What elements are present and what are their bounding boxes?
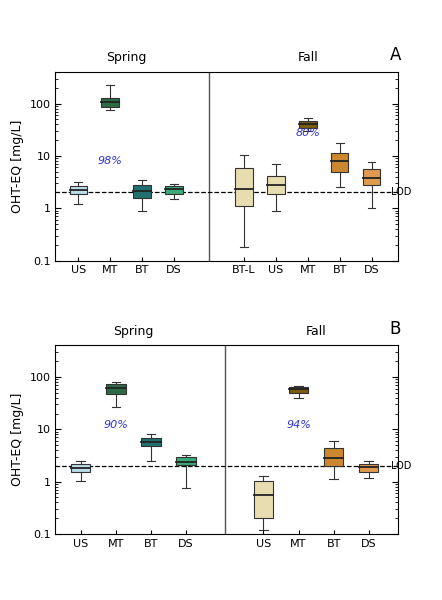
Bar <box>324 448 343 466</box>
Bar <box>359 464 378 472</box>
Text: Spring: Spring <box>106 52 146 64</box>
Bar <box>102 98 119 107</box>
Bar <box>289 388 308 393</box>
Text: Spring: Spring <box>113 325 154 338</box>
Bar <box>254 481 273 518</box>
Bar <box>165 187 183 194</box>
Bar <box>133 185 151 197</box>
Bar <box>176 457 196 465</box>
Bar <box>106 385 126 394</box>
Text: 80%: 80% <box>295 128 320 138</box>
Text: Fall: Fall <box>306 325 327 338</box>
Y-axis label: OHT-EQ [mg/L]: OHT-EQ [mg/L] <box>11 119 24 213</box>
Bar <box>71 464 90 472</box>
Bar <box>267 176 285 194</box>
Y-axis label: OHT-EQ [mg/L]: OHT-EQ [mg/L] <box>11 393 24 487</box>
Bar <box>141 438 160 446</box>
Text: LOD: LOD <box>391 461 411 471</box>
Text: 98%: 98% <box>98 155 122 166</box>
Text: Fall: Fall <box>297 52 318 64</box>
Text: 90%: 90% <box>103 421 128 430</box>
Bar <box>363 169 380 185</box>
Text: B: B <box>390 320 401 338</box>
Text: LOD: LOD <box>392 187 412 197</box>
Bar <box>69 185 87 194</box>
Bar <box>299 121 316 128</box>
Bar <box>331 152 348 172</box>
Text: 94%: 94% <box>286 421 311 430</box>
Text: A: A <box>390 46 401 64</box>
Bar <box>235 168 253 206</box>
